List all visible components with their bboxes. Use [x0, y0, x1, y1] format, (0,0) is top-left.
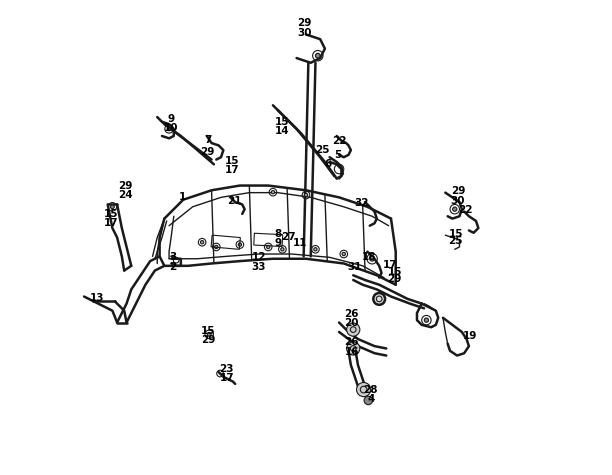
Text: 19: 19 [463, 331, 477, 341]
Text: 29: 29 [297, 18, 312, 28]
Text: 17: 17 [104, 218, 119, 228]
Ellipse shape [201, 240, 204, 244]
Ellipse shape [281, 247, 284, 251]
Text: 17: 17 [219, 373, 234, 383]
Text: 22: 22 [458, 205, 472, 215]
Text: 20: 20 [345, 318, 359, 328]
Ellipse shape [167, 127, 171, 131]
Ellipse shape [267, 245, 270, 248]
Text: 15: 15 [104, 209, 119, 219]
Ellipse shape [207, 332, 211, 336]
Text: 31: 31 [348, 262, 362, 272]
Text: 29: 29 [201, 335, 215, 345]
Text: 29: 29 [201, 147, 215, 157]
Ellipse shape [315, 53, 320, 58]
Text: 1: 1 [179, 192, 186, 202]
Text: 10: 10 [164, 123, 179, 133]
Ellipse shape [364, 396, 373, 405]
Text: 22: 22 [332, 136, 346, 146]
Text: 12: 12 [252, 252, 266, 262]
Text: 15: 15 [275, 117, 289, 127]
Text: 32: 32 [354, 198, 369, 208]
Text: 29: 29 [119, 180, 133, 190]
Text: 15: 15 [225, 155, 239, 165]
Text: 4: 4 [367, 394, 375, 404]
Text: 26: 26 [345, 337, 359, 347]
Ellipse shape [342, 252, 345, 256]
Text: 29: 29 [451, 186, 465, 196]
Text: 15: 15 [449, 229, 463, 239]
Ellipse shape [314, 247, 317, 251]
Text: 13: 13 [89, 293, 104, 303]
Text: 23: 23 [220, 364, 234, 374]
Text: 21: 21 [227, 196, 242, 206]
Text: 33: 33 [252, 262, 266, 272]
Ellipse shape [271, 190, 275, 194]
Text: 15: 15 [387, 267, 402, 277]
Text: 11: 11 [293, 238, 307, 248]
Ellipse shape [111, 205, 114, 209]
Text: 15: 15 [201, 325, 215, 335]
Text: 17: 17 [225, 165, 239, 175]
Ellipse shape [370, 256, 375, 261]
Ellipse shape [304, 193, 308, 197]
Text: 9: 9 [274, 238, 282, 248]
Text: 30: 30 [451, 196, 465, 206]
Text: 5: 5 [334, 150, 341, 160]
Ellipse shape [357, 382, 371, 397]
Ellipse shape [424, 318, 428, 322]
Bar [211, 235, 241, 249]
Ellipse shape [373, 293, 385, 305]
Text: 9: 9 [168, 114, 175, 124]
Text: 17: 17 [382, 260, 397, 270]
Text: 25: 25 [449, 236, 463, 246]
Text: 24: 24 [118, 190, 133, 200]
Text: 7: 7 [204, 135, 212, 145]
Bar [254, 233, 283, 247]
Text: 27: 27 [282, 231, 296, 242]
Text: 29: 29 [387, 274, 402, 284]
Text: 28: 28 [364, 385, 378, 395]
Text: 6: 6 [324, 159, 331, 169]
Text: 2: 2 [169, 262, 176, 272]
Ellipse shape [238, 243, 242, 246]
Text: 26: 26 [345, 309, 359, 319]
Ellipse shape [346, 342, 360, 355]
Text: 30: 30 [297, 28, 312, 38]
Ellipse shape [346, 323, 360, 336]
Text: 3: 3 [169, 252, 176, 262]
Ellipse shape [453, 207, 457, 211]
Text: 18: 18 [362, 252, 376, 262]
Text: 25: 25 [315, 145, 330, 155]
Text: 8: 8 [274, 229, 282, 239]
Text: 14: 14 [275, 126, 289, 136]
Ellipse shape [215, 245, 218, 248]
Text: 16: 16 [345, 347, 359, 357]
